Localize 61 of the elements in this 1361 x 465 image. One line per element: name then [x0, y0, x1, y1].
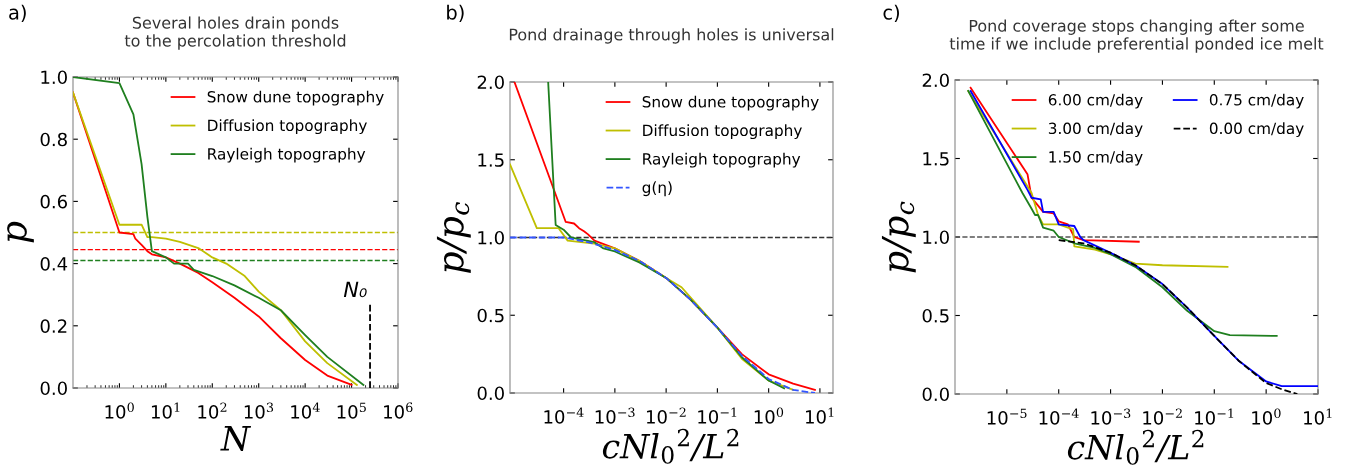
y-axis-title: p	[7, 221, 34, 243]
chart-title: Pond coverage stops changing after some time if we include preferential ponded ice melt	[949, 19, 1324, 53]
y-tick-label: 0.5	[477, 308, 504, 323]
legend-label: Rayleigh topography	[208, 147, 366, 163]
x-tick-label: 10$^{2}$	[198, 402, 227, 419]
legend-label: 0.75 cm/day	[1209, 93, 1304, 109]
legend-label: 3.00 cm/day	[1048, 122, 1143, 138]
x-tick-label: 10$^{−3}$	[595, 407, 635, 424]
y-tick-label: 1.5	[478, 153, 504, 167]
y-tick-label: 0.0	[922, 387, 949, 402]
x-tick-label: 10$^{−5}$	[987, 408, 1027, 425]
legend-label: g(η)	[642, 181, 672, 197]
legend-label: 0.00 cm/day	[1209, 122, 1304, 138]
x-tick-label: 10$^{0}$	[1252, 408, 1281, 425]
legend-label: Diffusion topography	[643, 124, 802, 140]
x-tick-label: 10$^{1}$	[1304, 408, 1332, 425]
annotation: N₀	[343, 281, 367, 298]
y-tick-label: 0.0	[477, 386, 504, 401]
y-tick-label: 0.5	[922, 308, 949, 323]
x-tick-label: 10$^{1}$	[806, 407, 834, 424]
y-tick-label: 2.0	[477, 75, 504, 90]
legend-label: Rayleigh topography	[643, 152, 801, 168]
x-tick-label: 10$^{3}$	[244, 402, 274, 419]
legend-label: Snow dune topography	[642, 95, 819, 111]
y-tick-label: 2.0	[922, 73, 949, 88]
y-axis-title: p/p$_{c}$	[881, 201, 916, 273]
text: c)	[883, 4, 900, 22]
x-axis-title: cNl$_{0}$$^{2}$/L$^{2}$	[1067, 429, 1204, 465]
legend-label: Diffusion topography	[208, 119, 367, 135]
chart-title: Several holes drain ponds to the percolation threshold	[124, 16, 346, 50]
x-tick-label: 10$^{−2}$	[646, 407, 686, 424]
y-tick-label: 0.0	[40, 381, 67, 396]
x-tick-label: 10$^{−1}$	[698, 407, 737, 424]
y-tick-label: 0.6	[40, 194, 67, 209]
x-tick-label: 10$^{6}$	[384, 402, 413, 419]
y-tick-label: 1.0	[923, 230, 949, 245]
y-tick-label: 1.0	[478, 230, 504, 245]
legend-label: Snow dune topography	[207, 90, 384, 106]
x-tick-label: 10$^{4}$	[291, 402, 320, 419]
x-tick-label: 10$^{−3}$	[1091, 408, 1131, 425]
y-tick-label: 1.5	[923, 152, 949, 166]
y-axis-title: p/p$_{c}$	[436, 202, 471, 273]
text: b)	[447, 4, 464, 22]
x-tick-label: 10$^{−4}$	[1039, 408, 1079, 425]
y-tick-label: 0.4	[40, 257, 68, 271]
legend-label: 1.50 cm/day	[1049, 150, 1143, 166]
x-tick-label: 10$^{5}$	[337, 402, 366, 419]
legend-label: 6.00 cm/day	[1048, 93, 1143, 109]
text: a)	[9, 4, 26, 22]
chart-title: Pond drainage through holes is universal	[509, 28, 834, 44]
x-tick-label: 10$^{1}$	[151, 402, 180, 419]
y-tick-label: 0.2	[40, 319, 67, 333]
x-axis-title: cNl$_{0}$$^{2}$/L$^{2}$	[602, 428, 739, 464]
x-tick-label: 10$^{−1}$	[1195, 408, 1234, 425]
x-tick-label: 10$^{−4}$	[544, 407, 584, 424]
y-tick-label: 1.0	[41, 70, 67, 85]
y-tick-label: 0.8	[40, 132, 67, 147]
x-tick-label: 10$^{−2}$	[1143, 408, 1182, 425]
x-tick-label: 10$^{0}$	[105, 402, 134, 419]
x-axis-title: N	[220, 426, 252, 451]
x-tick-label: 10$^{0}$	[754, 407, 784, 424]
